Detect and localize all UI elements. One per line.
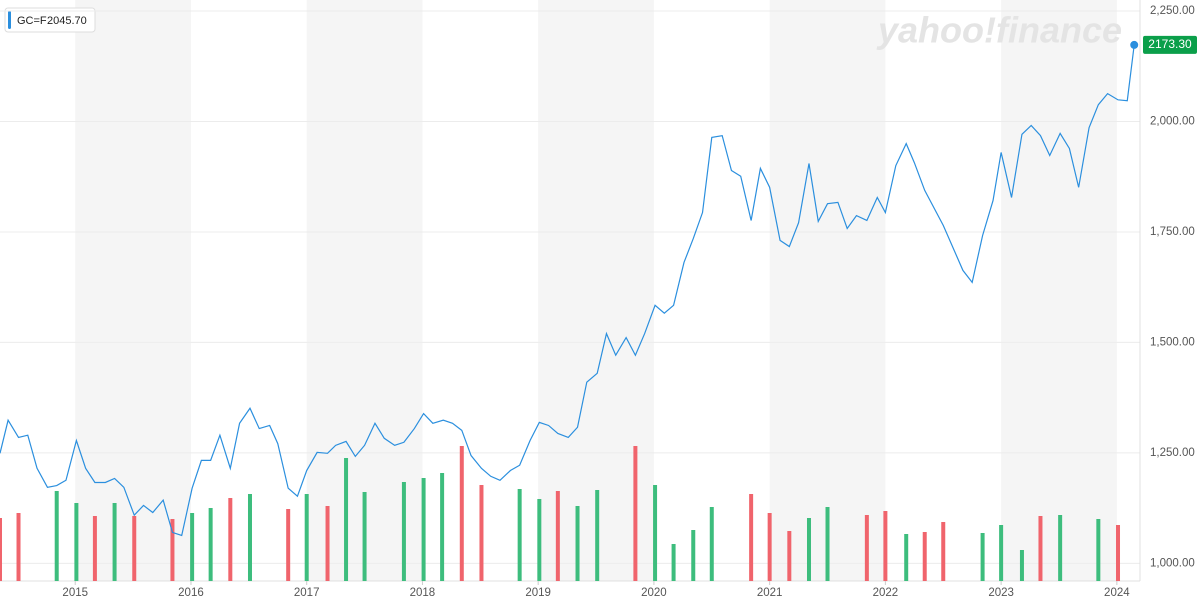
- volume-bar: [806, 518, 811, 581]
- volume-bar: [941, 522, 946, 581]
- y-tick-label: 1,000.00: [1150, 557, 1195, 569]
- volume-bar: [54, 491, 59, 581]
- volume-bar: [825, 507, 830, 581]
- bands: [75, 0, 1117, 581]
- y-tick-label: 1,250.00: [1150, 447, 1195, 459]
- volume-bar: [980, 533, 985, 581]
- y-tick-label: 2,250.00: [1150, 5, 1195, 17]
- price-line: [0, 44, 1135, 537]
- volume-bar: [787, 531, 792, 581]
- watermark: yahoo!finance: [876, 10, 1122, 51]
- volume-bar: [459, 446, 464, 581]
- last-point: [1130, 40, 1139, 49]
- volume-bar: [208, 508, 213, 581]
- volume-bar: [883, 511, 888, 581]
- volume-bar: [537, 499, 542, 581]
- volume-bar: [190, 513, 195, 581]
- x-tick-label: 2019: [525, 587, 551, 599]
- volume-bar: [1038, 516, 1043, 581]
- x-tick-label: 2024: [1104, 587, 1130, 599]
- volume-bar: [92, 516, 97, 581]
- legend-swatch: [8, 11, 11, 29]
- volume-bar: [344, 458, 349, 581]
- volume-bar: [595, 490, 600, 581]
- volume-bar: [479, 485, 484, 581]
- volume-bar: [170, 519, 175, 581]
- y-tick-label: 1,500.00: [1150, 336, 1195, 348]
- volume-bar: [286, 509, 291, 581]
- volume-bar: [0, 518, 2, 581]
- volume-bar: [633, 446, 638, 581]
- legend-symbol: GC=F: [17, 15, 47, 27]
- volume-bar: [653, 485, 658, 581]
- volume-bar: [749, 494, 754, 581]
- legend-box: [4, 7, 96, 33]
- volume-bar: [132, 516, 137, 581]
- y-tick-label: 1,750.00: [1150, 226, 1195, 238]
- x-tick-label: 2020: [641, 587, 667, 599]
- volume-bar: [440, 473, 445, 581]
- volume-bar: [325, 506, 330, 581]
- volume-bar: [16, 513, 21, 581]
- volume-bar: [304, 494, 309, 581]
- volume-bar: [1058, 515, 1063, 581]
- volume-bar: [709, 507, 714, 581]
- volume-bar: [767, 513, 772, 581]
- volume-bar: [112, 503, 117, 581]
- volume-bar: [401, 482, 406, 581]
- x-tick-label: 2016: [178, 587, 204, 599]
- x-tick-label: 2017: [294, 587, 320, 599]
- year-band: [1001, 0, 1117, 581]
- x-tick-label: 2018: [410, 587, 436, 599]
- volume-bar: [421, 478, 426, 581]
- volume-bar: [1096, 519, 1101, 581]
- last-price-label: 2173.30: [1148, 37, 1192, 51]
- volume-bar: [691, 530, 696, 581]
- y-tick-label: 2,000.00: [1150, 116, 1195, 128]
- volume-bar: [517, 489, 522, 581]
- volume-bar: [671, 544, 676, 581]
- volume-bar: [74, 503, 79, 581]
- volume-bar: [1116, 525, 1121, 581]
- x-tick-label: 2015: [62, 587, 88, 599]
- last-price-box: [1143, 35, 1197, 54]
- volume-bar: [228, 498, 233, 581]
- volume-bar: [247, 494, 252, 581]
- x-tick-label: 2021: [757, 587, 783, 599]
- volume-bar: [864, 515, 869, 581]
- volume-bar: [362, 492, 367, 581]
- volume-bar: [922, 532, 927, 581]
- year-band: [769, 0, 886, 581]
- volume-bar: [555, 491, 560, 581]
- legend-value: 2045.70: [47, 15, 87, 27]
- volume-bar: [1019, 550, 1024, 581]
- x-tick-label: 2023: [988, 587, 1014, 599]
- volume-bar: [904, 534, 909, 581]
- x-tick-label: 2022: [873, 587, 899, 599]
- volume-bar: [999, 525, 1004, 581]
- year-band: [75, 0, 191, 581]
- volume-bar: [575, 506, 580, 581]
